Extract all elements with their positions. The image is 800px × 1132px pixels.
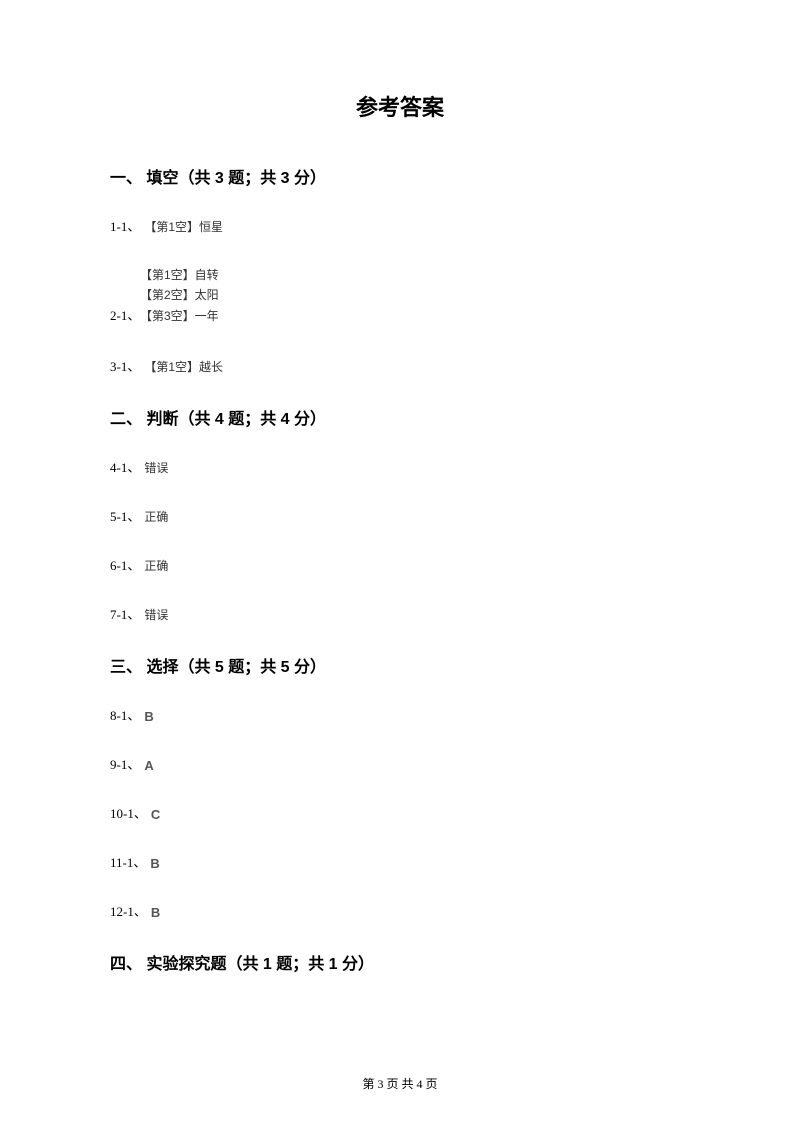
page-footer: 第 3 页 共 4 页 xyxy=(0,1075,800,1092)
question-number: 9-1、 xyxy=(110,754,140,773)
answer-row-12: 12-1、 B xyxy=(110,901,690,920)
section-1-header: 一、 填空（共 3 题；共 3 分） xyxy=(110,164,690,188)
page-title: 参考答案 xyxy=(110,90,690,122)
answer-choice: C xyxy=(151,807,160,822)
answer-row-5: 5-1、 正确 xyxy=(110,506,690,525)
question-number: 12-1、 xyxy=(110,901,147,920)
question-number: 7-1、 xyxy=(110,604,140,623)
answer-row-8: 8-1、 B xyxy=(110,705,690,724)
question-number: 4-1、 xyxy=(110,457,140,476)
answer-row-10: 10-1、 C xyxy=(110,803,690,822)
answer-line: 【第1空】自转 xyxy=(140,265,690,285)
answer-text: 正确 xyxy=(144,508,168,525)
answer-row-9: 9-1、 A xyxy=(110,754,690,773)
answer-line: 【第2空】太阳 xyxy=(140,285,690,305)
answer-row-6: 6-1、 正确 xyxy=(110,555,690,574)
answer-text: 【第1空】越长 xyxy=(144,358,223,375)
answer-choice: B xyxy=(151,905,160,920)
section-2-header: 二、 判断（共 4 题；共 4 分） xyxy=(110,405,690,429)
question-number: 11-1、 xyxy=(110,852,146,871)
answer-choice: B xyxy=(150,856,159,871)
answer-text: 正确 xyxy=(144,557,168,574)
section-4-header: 四、 实验探究题（共 1 题；共 1 分） xyxy=(110,950,690,974)
answer-text: 错误 xyxy=(144,606,168,623)
question-number: 2-1、 xyxy=(110,305,140,324)
question-number: 10-1、 xyxy=(110,803,147,822)
answer-line: 【第3空】一年 xyxy=(140,306,690,326)
question-number: 5-1、 xyxy=(110,506,140,525)
answer-row-7: 7-1、 错误 xyxy=(110,604,690,623)
answer-choice: B xyxy=(144,709,153,724)
answer-row-1: 1-1、 【第1空】恒星 xyxy=(110,216,690,235)
answer-text: 错误 xyxy=(144,459,168,476)
answer-choice: A xyxy=(144,758,153,773)
question-number: 3-1、 xyxy=(110,356,140,375)
question-number: 1-1、 xyxy=(110,216,140,235)
answer-row-3: 3-1、 【第1空】越长 xyxy=(110,356,690,375)
section-3-header: 三、 选择（共 5 题；共 5 分） xyxy=(110,653,690,677)
answer-row-11: 11-1、 B xyxy=(110,852,690,871)
answer-text: 【第1空】恒星 xyxy=(144,218,223,235)
page-content: 参考答案 一、 填空（共 3 题；共 3 分） 1-1、 【第1空】恒星 2-1… xyxy=(0,0,800,1042)
answer-row-4: 4-1、 错误 xyxy=(110,457,690,476)
question-number: 6-1、 xyxy=(110,555,140,574)
answer-row-2: 2-1、 【第1空】自转 【第2空】太阳 【第3空】一年 xyxy=(110,265,690,326)
answer-multi: 【第1空】自转 【第2空】太阳 【第3空】一年 xyxy=(140,265,690,326)
question-number: 8-1、 xyxy=(110,705,140,724)
